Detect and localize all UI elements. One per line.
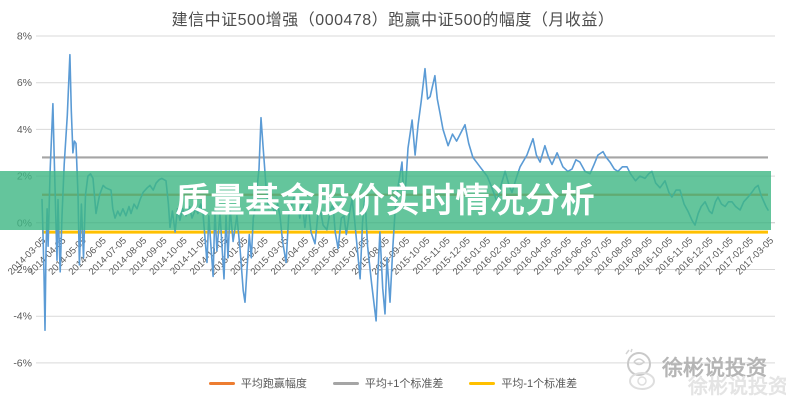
y-axis-tick-label: -2%	[13, 264, 32, 276]
y-axis-tick-label: 6%	[17, 77, 32, 89]
legend-swatch-average	[208, 381, 235, 385]
y-axis-tick-label: 4%	[17, 124, 32, 136]
legend-label-plus1sd: 平均+1个标准差	[364, 378, 444, 390]
legend-item-plus1sd: 平均+1个标准差	[332, 375, 444, 391]
legend-label-minus1sd: 平均-1个标准差	[501, 378, 578, 390]
watermark-text-ghost: 徐彬说投资	[688, 376, 786, 398]
legend-item-average: 平均跑赢幅度	[208, 375, 307, 391]
legend-swatch-plus1sd	[332, 381, 359, 385]
legend-swatch-minus1sd	[469, 381, 496, 385]
watermark-logo-icon	[625, 348, 655, 390]
overlay-banner: 质量基金股价实时情况分析	[0, 171, 771, 230]
legend-label-average: 平均跑赢幅度	[240, 378, 307, 390]
y-axis-tick-label: -4%	[13, 311, 32, 323]
y-axis-tick-label: -6%	[13, 357, 32, 369]
chart-legend: 平均跑赢幅度 平均+1个标准差 平均-1个标准差	[0, 375, 786, 391]
overlay-banner-text: 质量基金股价实时情况分析	[175, 181, 596, 220]
watermark: 徐彬说投资 徐彬说投资	[622, 342, 786, 398]
watermark-text: 徐彬说投资	[662, 357, 767, 380]
chart-title: 建信中证500增强（000478）跑赢中证500的幅度（月收益）	[171, 12, 615, 29]
legend-item-minus1sd: 平均-1个标准差	[469, 375, 577, 391]
y-axis-tick-label: 8%	[17, 31, 32, 43]
